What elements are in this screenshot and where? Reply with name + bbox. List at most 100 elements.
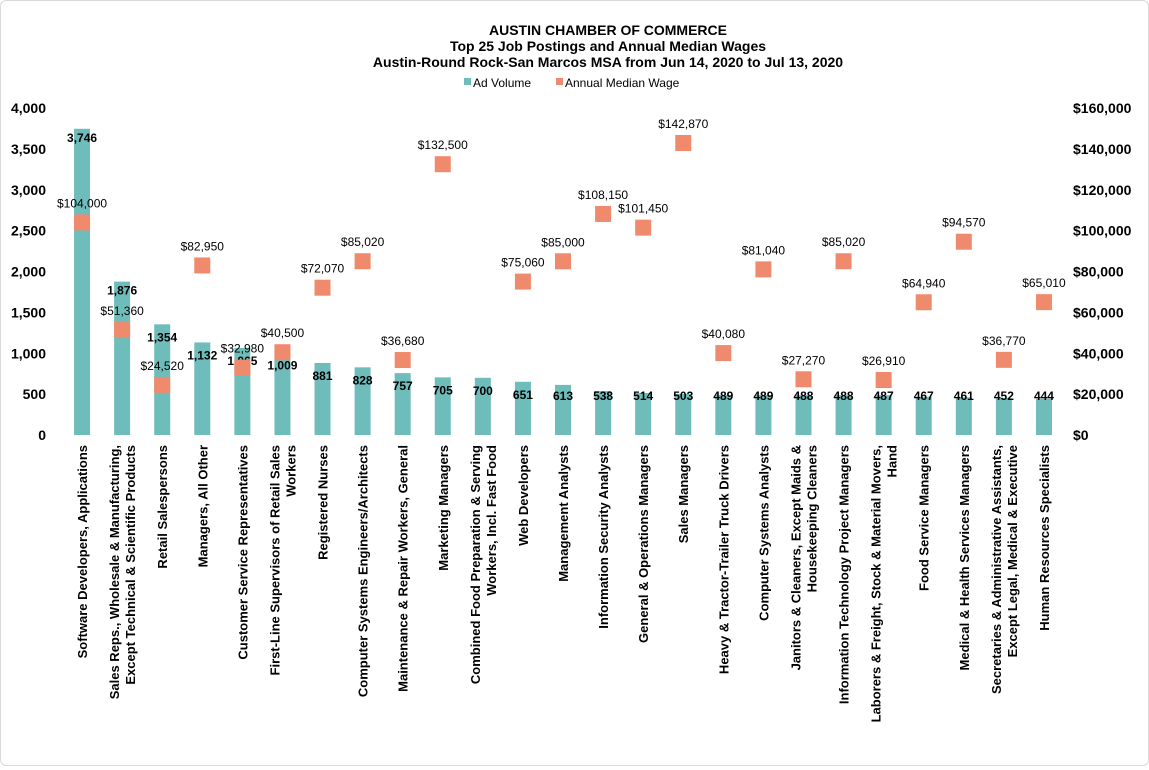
bar	[354, 367, 371, 435]
right-axis-tick-label: $80,000	[1073, 264, 1124, 280]
wage-marker	[514, 273, 531, 290]
bar	[795, 395, 812, 435]
category-label-line: Marketing Managers	[436, 445, 451, 571]
wage-marker	[635, 219, 652, 236]
wage-marker	[154, 376, 171, 393]
wage-marker	[434, 156, 451, 173]
wage-value-label: $108,150	[578, 188, 628, 202]
category-labels: Software Developers, Applications Sales R…	[75, 445, 1052, 722]
right-axis-tick-label: $100,000	[1073, 223, 1132, 239]
right-axis-tick-label: $60,000	[1073, 304, 1124, 320]
bar	[715, 395, 732, 435]
wage-value-label: $75,060	[501, 256, 545, 270]
legend-label-ad-volume: Ad Volume	[473, 76, 531, 90]
bar	[1035, 398, 1052, 435]
category-label-line: Managers, All Other	[195, 445, 210, 567]
legend-swatch-median-wage	[556, 78, 563, 85]
wage-value-label: $132,500	[418, 138, 468, 152]
category-label-line: Computer Systems Engineers/Architects	[356, 445, 371, 697]
category-label: Registered Nurses	[316, 445, 331, 560]
bar-value-label: 613	[553, 389, 573, 403]
category-label-line: Maintenance & Repair Workers, General	[396, 445, 411, 692]
left-axis-tick-label: 2,500	[11, 223, 46, 239]
category-label: Janitors & Cleaners, Except Maids & House…	[788, 445, 819, 670]
category-label-line: Workers, Incl. Fast Food	[484, 445, 499, 596]
wage-value-label: $32,980	[221, 342, 265, 356]
category-label-line: Janitors & Cleaners, Except Maids &	[788, 445, 803, 670]
wage-marker	[715, 345, 732, 362]
category-label-line: Workers	[283, 445, 298, 497]
right-axis-tick-label: $140,000	[1073, 141, 1132, 157]
bar	[955, 397, 972, 435]
left-axis-tick-label: 3,500	[11, 141, 46, 157]
wage-value-label: $82,950	[181, 239, 225, 253]
category-label: Secretaries & Administrative Assistants,…	[989, 445, 1020, 694]
wage-marker	[274, 344, 291, 361]
wage-marker	[795, 371, 812, 388]
bar-value-label: 489	[713, 389, 733, 403]
wage-marker	[875, 372, 892, 389]
category-label-line: General & Operations Managers	[636, 445, 651, 643]
wage-value-label: $104,000	[57, 196, 107, 210]
bar-value-label: 828	[353, 373, 373, 387]
right-axis-tick-label: $0	[1073, 427, 1089, 443]
bar-value-label: 757	[393, 379, 413, 393]
bar-value-label: 488	[793, 389, 813, 403]
left-axis-tick-label: 0	[38, 427, 46, 443]
category-label-line: Combined Food Preparation & Serving	[468, 445, 483, 684]
bar	[514, 381, 531, 435]
category-label: Medical & Health Services Managers	[957, 445, 972, 670]
wage-value-label: $85,020	[822, 235, 866, 249]
wage-marker	[755, 261, 772, 278]
wage-value-label: $142,870	[658, 117, 708, 131]
category-label: Human Resources Specialists	[1037, 445, 1052, 631]
left-axis-tick-label: 3,000	[11, 182, 46, 198]
category-label-line: Secretaries & Administrative Assistants,	[989, 445, 1004, 694]
category-label: First-Line Supervisors of Retail Sales Wo…	[267, 445, 298, 675]
bar-value-label: 538	[593, 389, 613, 403]
bar-value-label: 444	[1034, 389, 1054, 403]
bar	[675, 393, 692, 435]
wage-marker	[915, 294, 932, 311]
category-label-line: Except Technical & Scientific Products	[123, 445, 138, 685]
category-label: Maintenance & Repair Workers, General	[396, 445, 411, 692]
bar-value-label: 1,009	[267, 359, 297, 373]
bar	[394, 373, 411, 435]
bar-value-label: 467	[914, 389, 934, 403]
category-label-line: Food Service Managers	[917, 445, 932, 591]
category-label: Food Service Managers	[917, 445, 932, 591]
bar-value-label: 1,876	[107, 284, 137, 298]
bar	[915, 396, 932, 435]
category-label-line: Web Developers	[516, 445, 531, 546]
bar-value-label: 489	[753, 389, 773, 403]
wage-value-label: $36,770	[982, 334, 1026, 348]
category-label-line: Sales Reps., Wholesale & Manufacturing,	[107, 445, 122, 699]
legend-label-median-wage: Annual Median Wage	[565, 76, 680, 90]
wage-marker	[234, 359, 251, 376]
wage-value-label: $51,360	[100, 304, 144, 318]
bar-value-label: 1,354	[147, 330, 177, 344]
category-label-line: Retail Salespersons	[155, 445, 170, 569]
wage-marker	[555, 253, 571, 270]
wage-value-label: $65,010	[1022, 276, 1066, 290]
bar	[835, 395, 852, 435]
wage-marker	[835, 253, 852, 270]
left-axis-tick-label: 4,000	[11, 100, 46, 116]
wage-value-label: $40,500	[261, 326, 305, 340]
wage-marker	[314, 279, 331, 296]
bar-value-label: 705	[433, 383, 453, 397]
wage-value-label: $64,940	[902, 276, 946, 290]
bar-value-label: 700	[473, 384, 493, 398]
wage-marker	[394, 352, 411, 369]
category-label-line: Medical & Health Services Managers	[957, 445, 972, 670]
bar	[995, 398, 1012, 435]
category-label: Marketing Managers	[436, 445, 451, 571]
category-label-line: Customer Service Representatives	[235, 445, 250, 660]
wage-value-label: $101,450	[618, 202, 668, 216]
chart-title: AUSTIN CHAMBER OF COMMERCE	[489, 22, 727, 38]
category-label: Heavy & Tractor-Trailer Truck Drivers	[716, 445, 731, 674]
category-label: Web Developers	[516, 445, 531, 546]
bar-value-label: 488	[834, 389, 854, 403]
category-label: Sales Reps., Wholesale & Manufacturing, E…	[107, 445, 138, 699]
